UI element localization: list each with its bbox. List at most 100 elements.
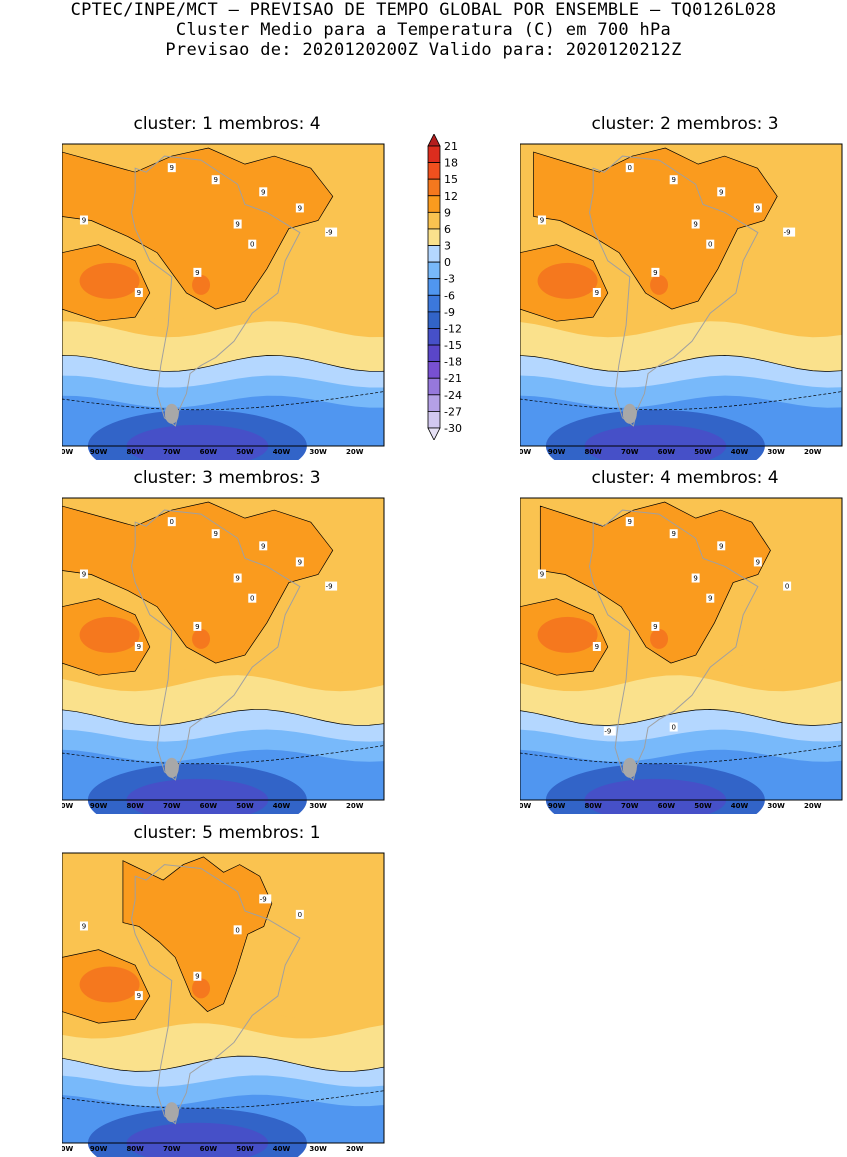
contour-label-bg xyxy=(193,267,202,277)
lon-tick-label: 20W xyxy=(804,802,822,810)
contour-value-label: 9 xyxy=(170,164,174,172)
contour-label-bg xyxy=(211,529,220,539)
colorbar-level-label: -15 xyxy=(444,339,462,352)
contour-label-bg xyxy=(717,541,726,551)
contour-label-bg xyxy=(134,641,143,651)
colorbar-swatch xyxy=(427,178,441,197)
contour-label-bg xyxy=(325,581,338,591)
colorbar-level-label: -6 xyxy=(444,289,455,302)
contour-label-bg xyxy=(651,621,660,631)
lon-tick-label: 40W xyxy=(273,448,291,456)
lon-tick-label: 60W xyxy=(200,448,218,456)
panel-cluster-1: cluster: 1 membros: 4 15N10N5NEQ5S10S15S… xyxy=(62,112,392,460)
contour-label-bg xyxy=(691,573,700,583)
panel-cluster-2: cluster: 2 membros: 3 15N10N5NEQ5S10S15S… xyxy=(520,112,847,460)
contour-value-label: 9 xyxy=(719,188,723,196)
colorbar-swatch xyxy=(427,228,441,246)
colorbar-swatch xyxy=(427,261,441,280)
lon-tick-label: 20W xyxy=(804,448,822,456)
lon-tick-label: 80W xyxy=(126,1145,144,1153)
contour-label-bg xyxy=(592,641,601,651)
contour-label-bg xyxy=(211,175,220,185)
lon-tick-label: 40W xyxy=(273,802,291,810)
contour-value-label: 9 xyxy=(137,643,141,651)
lon-tick-label: 30W xyxy=(309,802,327,810)
contour-value-label: 9 xyxy=(708,595,712,603)
contour-value-label: 9 xyxy=(653,269,657,277)
band-minus15 xyxy=(584,778,727,814)
band-minus15 xyxy=(126,778,269,814)
colorbar-swatch xyxy=(427,294,441,313)
warm-core xyxy=(79,262,140,299)
contour-value-label: 9 xyxy=(540,571,544,579)
contour-value-label: 9 xyxy=(82,922,86,930)
warm-core xyxy=(650,628,669,649)
map-panel: 15N10N5NEQ5S10S15S20S25S30S35S40S45S50S5… xyxy=(520,497,843,814)
lon-tick-label: 70W xyxy=(621,448,639,456)
contour-label-bg xyxy=(603,726,616,736)
panel-cluster-3: cluster: 3 membros: 3 15N10N5NEQ5S10S15S… xyxy=(62,466,392,814)
contour-label-bg xyxy=(259,894,272,904)
contour-value-label: 9 xyxy=(195,623,199,631)
continent-outline xyxy=(589,509,759,781)
panel-title: cluster: 5 membros: 1 xyxy=(133,823,321,843)
contour-value-label: 9 xyxy=(213,530,217,538)
contour-label-bg xyxy=(592,287,601,297)
lon-tick-label: 60W xyxy=(200,802,218,810)
colorbar-level-label: -30 xyxy=(444,422,462,435)
colorbar-level-label: -18 xyxy=(444,356,462,369)
contour-value-label: 9 xyxy=(235,221,239,229)
contour-value-label: 9 xyxy=(195,269,199,277)
map-frame xyxy=(520,143,843,447)
map-panel: 15N10N5NEQ5S10S15S20S25S30S35S40S45S50S5… xyxy=(62,143,385,460)
contour-label-bg xyxy=(706,239,715,249)
contour-label-bg xyxy=(233,219,242,229)
warm-core xyxy=(537,262,598,299)
warm-core xyxy=(537,616,598,653)
contour-value-label: 0 xyxy=(235,926,239,934)
contour-value-label: 9 xyxy=(671,176,675,184)
contour-label-bg xyxy=(717,187,726,197)
lon-tick-label: 80W xyxy=(126,448,144,456)
lon-tick-label: 60W xyxy=(658,802,676,810)
warm-core xyxy=(192,628,211,649)
map-frame xyxy=(520,497,843,801)
lon-tick-label: 90W xyxy=(90,1145,108,1153)
contour-value-label: 0 xyxy=(250,241,254,249)
contour-value-label: 9 xyxy=(540,217,544,225)
contour-label-bg xyxy=(248,239,257,249)
colorbar-swatch xyxy=(427,344,441,363)
lon-tick-label: 50W xyxy=(236,448,254,456)
contour-0 xyxy=(62,355,385,372)
colorbar-swatch xyxy=(427,361,441,379)
contour-0 xyxy=(520,355,843,372)
panel-cluster-4: cluster: 4 membros: 4 15N10N5NEQ5S10S15S… xyxy=(520,466,847,814)
contour-label-bg xyxy=(783,227,796,237)
contour-label-bg xyxy=(79,215,88,225)
contour-0 xyxy=(62,709,385,726)
contour-value-label: -9 xyxy=(784,229,791,237)
lon-tick-label: 80W xyxy=(126,802,144,810)
colorbar-arrow-top xyxy=(427,134,441,147)
colorbar-level-label: -24 xyxy=(444,389,462,402)
warm-core xyxy=(650,274,669,295)
continent-outline xyxy=(131,864,301,1125)
contour-minus9 xyxy=(520,745,843,765)
contour-value-label: 9 xyxy=(261,188,265,196)
lon-tick-label: 60W xyxy=(658,448,676,456)
lon-tick-label: 30W xyxy=(309,448,327,456)
figure-header: CPTEC/INPE/MCT – PREVISAO DE TEMPO GLOBA… xyxy=(0,0,847,60)
header-line-2: Cluster Medio para a Temperatura (C) em … xyxy=(175,20,672,40)
colorbar-swatch xyxy=(427,162,441,180)
lon-tick-label: 100W xyxy=(520,448,531,456)
contour-label-bg xyxy=(537,569,546,579)
lon-tick-label: 70W xyxy=(163,1145,181,1153)
colorbar-swatch xyxy=(427,328,441,346)
contour-value-label: 9 xyxy=(693,575,697,583)
contour-minus9 xyxy=(520,391,843,411)
contour-minus9 xyxy=(62,1090,385,1109)
colorbar-swatch xyxy=(427,245,441,263)
colorbar-level-label: -12 xyxy=(444,322,462,335)
contour-value-label: 0 xyxy=(628,164,632,172)
lon-tick-label: 20W xyxy=(346,1145,364,1153)
